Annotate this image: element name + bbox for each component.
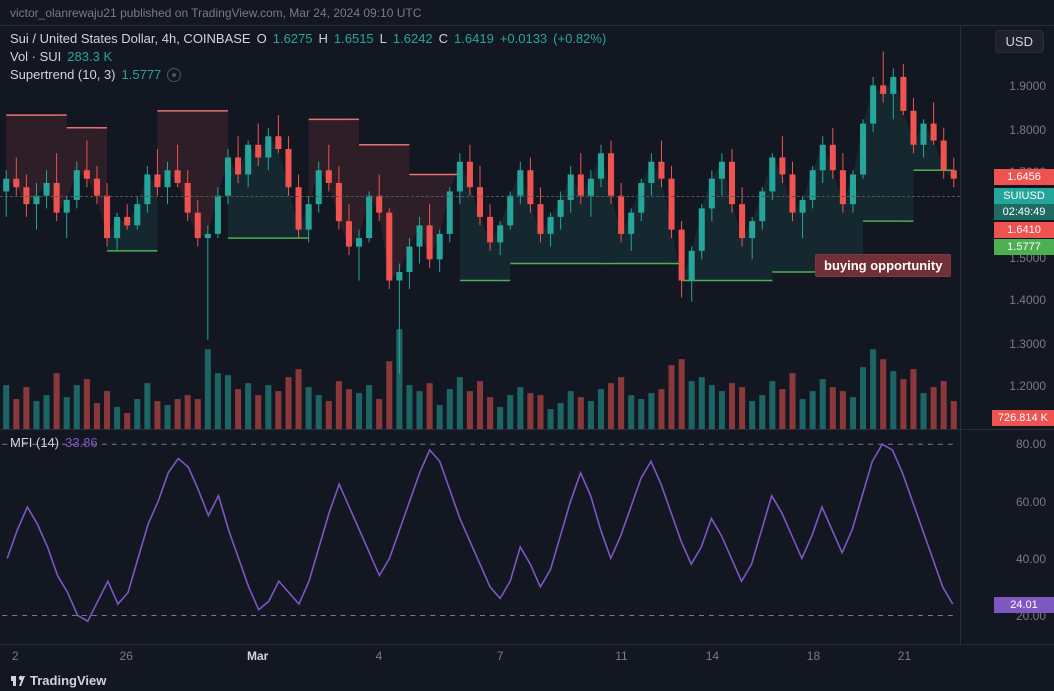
mfi-y-tick: 60.00 [1016,495,1046,509]
x-tick: 18 [807,649,820,663]
x-tick: 4 [376,649,383,663]
main-legend: Sui / United States Dollar, 4h, COINBASE… [10,30,606,84]
vol-value: 283.3 K [67,48,112,66]
mfi-value: 33.86 [65,434,98,452]
brand-text: TradingView [30,673,106,688]
price-chart-pane[interactable]: Sui / United States Dollar, 4h, COINBASE… [0,26,1054,430]
footer: TradingView [0,669,1054,691]
time-x-axis[interactable]: 2 26 Mar 4 7 11 14 18 21 [0,645,1054,669]
price-y-tick: 1.2000 [1009,379,1046,393]
x-tick: 2 [12,649,19,663]
price-tag: SUIUSD [994,188,1054,204]
mfi-y-tick: 80.00 [1016,437,1046,451]
x-tick: 7 [497,649,504,663]
price-y-tick: 1.4000 [1009,293,1046,307]
publish-bar: victor_olanrewaju21 published on Trading… [0,0,1054,26]
price-y-tick: 1.3000 [1009,337,1046,351]
ohlc-l-label: L [380,30,387,48]
ohlc-c: 1.6419 [454,30,494,48]
price-y-axis[interactable]: 1.90001.80001.70001.50001.40001.30001.20… [960,26,1054,429]
price-plot [0,26,960,429]
tradingview-logo-icon [10,672,26,688]
symbol-title: Sui / United States Dollar, 4h, COINBASE [10,30,251,48]
x-tick: 11 [615,649,627,663]
supertrend-label: Supertrend (10, 3) [10,66,116,84]
mfi-pane[interactable]: MFI (14) 33.86 80.0060.0040.0020.0024.01 [0,430,1054,645]
price-tag: 1.6456 [994,169,1054,185]
x-tick: 14 [706,649,719,663]
mfi-y-tick: 40.00 [1016,552,1046,566]
annotation-label[interactable]: buying opportunity [815,254,951,277]
price-y-tick: 1.9000 [1009,79,1046,93]
x-tick: 21 [898,649,911,663]
last-price-line [0,196,960,197]
mfi-legend: MFI (14) 33.86 [10,434,98,452]
mfi-label: MFI (14) [10,434,59,452]
x-tick: 26 [120,649,133,663]
mfi-tag: 24.01 [994,597,1054,613]
ohlc-c-label: C [439,30,448,48]
price-tag: 02:49:49 [994,204,1054,220]
ohlc-o-label: O [257,30,267,48]
ohlc-pct: (+0.82%) [553,30,606,48]
supertrend-value: 1.5777 [122,66,162,84]
vol-label: Vol · SUI [10,48,61,66]
visibility-icon[interactable] [167,68,181,82]
ohlc-l: 1.6242 [393,30,433,48]
price-tag: 1.5777 [994,239,1054,255]
x-tick: Mar [247,649,268,663]
ohlc-o: 1.6275 [273,30,313,48]
mfi-plot [0,430,960,644]
ohlc-chg: +0.0133 [500,30,547,48]
ohlc-h-label: H [319,30,328,48]
publish-meta: published on TradingView.com, Mar 24, 20… [120,6,421,20]
price-tag: 726.814 K [992,410,1054,426]
ohlc-h: 1.6515 [334,30,374,48]
mfi-y-axis[interactable]: 80.0060.0040.0020.0024.01 [960,430,1054,644]
price-y-tick: 1.8000 [1009,123,1046,137]
price-tag: 1.6410 [994,222,1054,238]
publisher-name: victor_olanrewaju21 [10,6,117,20]
